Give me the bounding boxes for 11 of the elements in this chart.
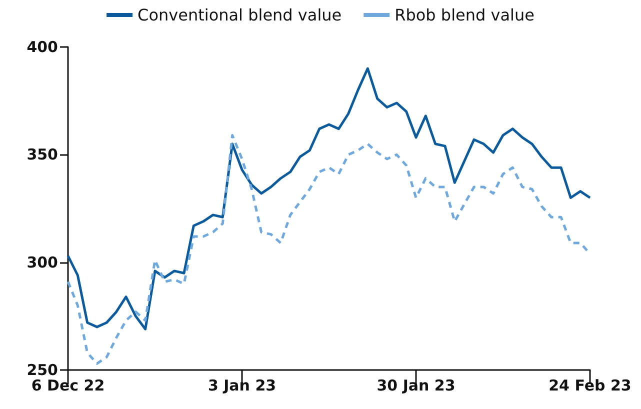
line-series	[66, 67, 592, 330]
y-tick-label: 350	[26, 146, 58, 164]
y-tick-label: 250	[26, 361, 58, 379]
legend-label: Rbob blend value	[394, 6, 534, 24]
x-tick-label: 30 Jan 23	[376, 376, 456, 394]
y-tick-label: 400	[26, 38, 58, 56]
x-tick-label: 24 Feb 23	[548, 376, 632, 394]
x-tick-label: 3 Jan 23	[208, 376, 276, 394]
x-tick-label: 6 Dec 22	[31, 376, 105, 394]
y-tick-label: 300	[26, 253, 58, 272]
legend-label: Conventional blend value	[138, 6, 342, 24]
